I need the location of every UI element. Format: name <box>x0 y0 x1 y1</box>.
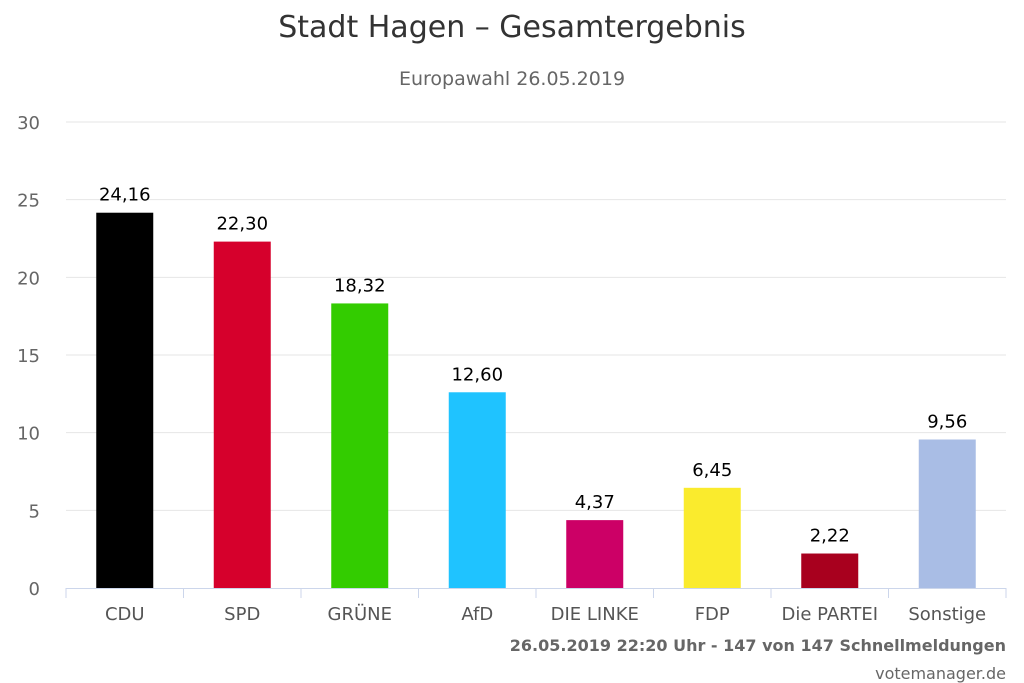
y-tick-label: 0 <box>29 579 40 600</box>
bar-spd <box>213 241 271 588</box>
bar-cdu <box>96 212 154 588</box>
bar-afd <box>448 392 506 588</box>
source-credit: votemanager.de <box>875 664 1006 683</box>
x-tick-label: Sonstige <box>908 604 986 625</box>
chart-subtitle: Europawahl 26.05.2019 <box>398 68 626 90</box>
bar-die-partei <box>801 553 859 588</box>
x-tick-label: AfD <box>461 604 493 625</box>
data-label: 9,56 <box>927 412 967 433</box>
y-tick-label: 25 <box>17 191 40 212</box>
y-tick-label: 15 <box>17 346 40 367</box>
y-tick-label: 30 <box>17 113 40 134</box>
data-label: 22,30 <box>216 214 268 235</box>
bar-sonstige <box>918 439 976 588</box>
y-tick-label: 10 <box>17 424 40 445</box>
y-tick-label: 20 <box>17 268 40 289</box>
x-tick-label: DIE LINKE <box>551 604 639 625</box>
bar-grüne <box>331 303 389 588</box>
data-label: 18,32 <box>334 275 386 296</box>
data-label: 2,22 <box>810 526 850 547</box>
data-label: 12,60 <box>451 364 503 385</box>
chart-title: Stadt Hagen – Gesamtergebnis <box>278 10 746 45</box>
x-tick-label: GRÜNE <box>328 603 392 625</box>
data-label: 24,16 <box>99 185 151 206</box>
status-note: 26.05.2019 22:20 Uhr - 147 von 147 Schne… <box>509 636 1006 655</box>
x-tick-label: CDU <box>105 604 145 625</box>
data-label: 6,45 <box>692 460 732 481</box>
x-tick-label: SPD <box>224 604 260 625</box>
x-tick-label: FDP <box>695 604 730 625</box>
data-label: 4,37 <box>575 492 615 513</box>
x-tick-label: Die PARTEI <box>781 604 878 625</box>
y-tick-label: 5 <box>29 501 40 522</box>
bar-fdp <box>683 487 741 588</box>
bar-die-linke <box>566 520 624 588</box>
